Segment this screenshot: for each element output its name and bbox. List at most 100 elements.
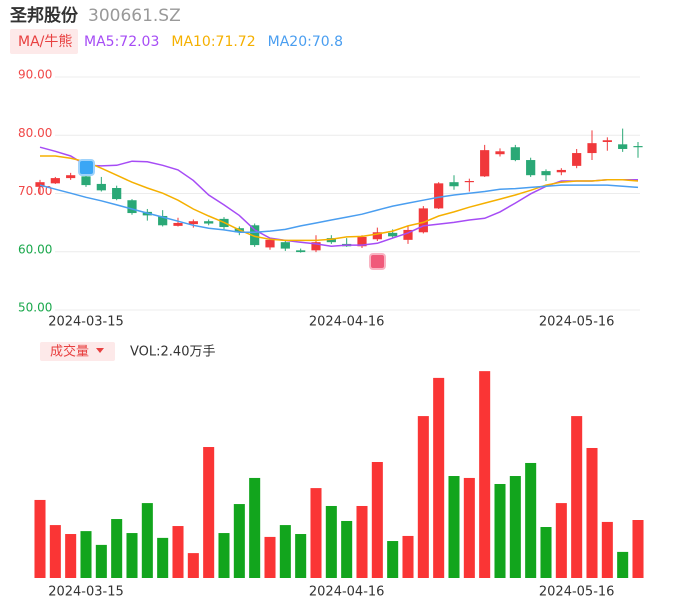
candle-body — [418, 208, 428, 233]
candle-body — [204, 221, 214, 224]
legend-entry: MA20:70.8 — [268, 34, 343, 50]
ma-line — [39, 184, 639, 234]
volume-bar — [49, 525, 61, 578]
volume-bar — [157, 537, 169, 578]
volume-bar — [601, 521, 613, 578]
volume-bar — [571, 416, 583, 578]
volume-bar — [126, 533, 138, 578]
legend-entry: MA10:71.72 — [171, 34, 255, 50]
candle-body — [188, 221, 198, 225]
candle-body — [587, 143, 597, 154]
candle-body — [480, 150, 490, 177]
volume-bar — [479, 371, 491, 578]
candle-body — [265, 239, 275, 248]
volume-bar — [417, 416, 429, 578]
volume-bar — [448, 476, 460, 578]
volume-bar — [325, 505, 337, 578]
x-tick-label: 2024-03-15 — [48, 585, 124, 600]
candle-body — [250, 225, 260, 246]
x-tick-label: 2024-04-16 — [309, 315, 385, 330]
volume-bar — [95, 544, 107, 578]
candle-body — [541, 171, 551, 176]
volume-bar — [371, 462, 383, 578]
volume-bar — [540, 527, 552, 578]
volume-bar — [34, 499, 46, 578]
volume-bar — [433, 377, 445, 578]
candle-body — [602, 140, 612, 142]
volume-bar — [295, 534, 307, 578]
candle-body — [81, 176, 91, 186]
candle-body — [296, 250, 306, 253]
volume-bar — [356, 505, 368, 578]
stock-name: 圣邦股份 — [10, 5, 79, 26]
candle-body — [434, 183, 444, 209]
candle-body — [495, 151, 505, 155]
candle-body — [96, 183, 106, 191]
volume-bar — [525, 462, 537, 578]
ma-line — [40, 155, 639, 242]
candle-body — [449, 182, 459, 187]
volume-bar — [187, 553, 199, 578]
candle-body — [158, 215, 168, 226]
ma-toggle[interactable] — [10, 29, 78, 54]
volume-bar — [509, 476, 521, 578]
volume-bar — [463, 477, 475, 578]
volume-bar — [279, 525, 291, 578]
legend-entry: MA5:72.03 — [84, 34, 159, 50]
volume-bar — [586, 447, 598, 578]
x-tick-label: 2024-03-15 — [48, 315, 124, 330]
volume-toggle-label[interactable]: 成交量 — [50, 344, 89, 360]
signal-icon[interactable] — [78, 159, 95, 176]
x-tick-label: 2024-05-16 — [539, 315, 615, 330]
y-tick-label: 60.00 — [18, 242, 52, 256]
volume-summary: VOL:2.40万手 — [130, 345, 215, 360]
dropdown-arrow[interactable] — [96, 348, 104, 353]
candle-body — [388, 232, 398, 237]
volume-bar — [341, 520, 353, 578]
candle-body — [618, 144, 628, 149]
candle-body — [311, 242, 321, 251]
y-tick-label: 70.00 — [18, 184, 52, 198]
volume-bar — [65, 534, 77, 578]
ma-toggle-label[interactable]: MA/牛熊 — [18, 34, 72, 50]
candle-body — [556, 169, 566, 173]
ma-line — [39, 146, 638, 248]
y-tick-label: 90.00 — [18, 68, 52, 82]
volume-bar — [402, 535, 414, 578]
volume-bar — [233, 504, 245, 578]
volume-bar — [249, 477, 261, 578]
y-tick-label: 80.00 — [18, 126, 52, 140]
candle-body — [66, 175, 76, 179]
candle-body — [633, 146, 643, 148]
volume-toggle[interactable] — [40, 342, 115, 361]
candle-body — [464, 181, 474, 183]
volume-bar — [555, 503, 567, 578]
candle-body — [572, 153, 582, 166]
candle-body — [403, 229, 413, 240]
stock-code: 300661.SZ — [88, 6, 181, 26]
volume-bar — [203, 447, 215, 578]
candle-body — [50, 178, 60, 184]
signal-icon[interactable] — [369, 253, 386, 270]
volume-bar — [632, 520, 644, 578]
candle-body — [280, 242, 290, 249]
candle-body — [326, 238, 336, 243]
volume-bar — [387, 541, 399, 578]
volume-bar — [172, 526, 184, 578]
volume-bar — [264, 536, 276, 578]
candle-body — [510, 147, 520, 161]
volume-bar — [80, 531, 92, 578]
candle-body — [372, 232, 382, 240]
volume-bar — [310, 488, 322, 578]
y-tick-label: 50.00 — [18, 301, 52, 315]
candle-body — [357, 236, 367, 247]
candle-body — [526, 160, 536, 176]
candle-body — [173, 222, 183, 226]
x-tick-label: 2024-04-16 — [309, 585, 385, 600]
candle-body — [112, 188, 122, 200]
volume-bar — [218, 533, 230, 578]
volume-bar — [494, 483, 506, 578]
volume-bar — [617, 551, 629, 578]
